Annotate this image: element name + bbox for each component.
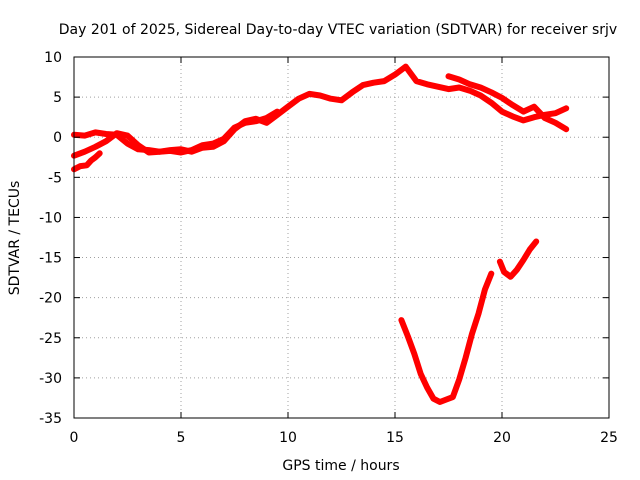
series-line-track-main-lower [71, 108, 281, 159]
series-line-track-dip [398, 270, 495, 405]
y-tick-label: -25 [39, 331, 62, 347]
x-tick-labels: 0 5 10 15 20 25 [70, 430, 618, 446]
series-line-track-late-branch [445, 73, 570, 133]
y-tick-label: -5 [48, 170, 62, 186]
x-axis-label: GPS time / hours [282, 458, 399, 474]
y-tick-label: 10 [44, 50, 62, 66]
y-axis-label: SDTVAR / TECUs [7, 181, 23, 296]
x-tick-label: 10 [279, 430, 297, 446]
x-tick-label: 0 [70, 430, 79, 446]
series-line-track-main-upper [71, 63, 570, 155]
y-tick-label: -10 [39, 210, 62, 226]
grid-lines [74, 57, 609, 418]
series-line-track-early-segment [71, 150, 103, 173]
y-tick-label: 0 [53, 130, 62, 146]
tick-marks [73, 56, 610, 419]
y-tick-label: -20 [39, 291, 62, 307]
y-tick-labels: -35 -30 -25 -20 -15 -10 -5 0 5 10 [39, 50, 62, 427]
x-tick-label: 25 [600, 430, 618, 446]
y-tick-label: 5 [53, 90, 62, 106]
plot-frame [73, 56, 610, 419]
y-tick-label: -15 [39, 251, 62, 267]
y-tick-label: -30 [39, 371, 62, 387]
series-line-track-late-dip [496, 238, 540, 280]
chart-title: Day 201 of 2025, Sidereal Day-to-day VTE… [59, 22, 617, 38]
x-tick-label: 5 [177, 430, 186, 446]
y-tick-label: -35 [39, 411, 62, 427]
series-layer [71, 63, 570, 405]
x-tick-label: 15 [386, 430, 404, 446]
x-tick-label: 20 [493, 430, 511, 446]
